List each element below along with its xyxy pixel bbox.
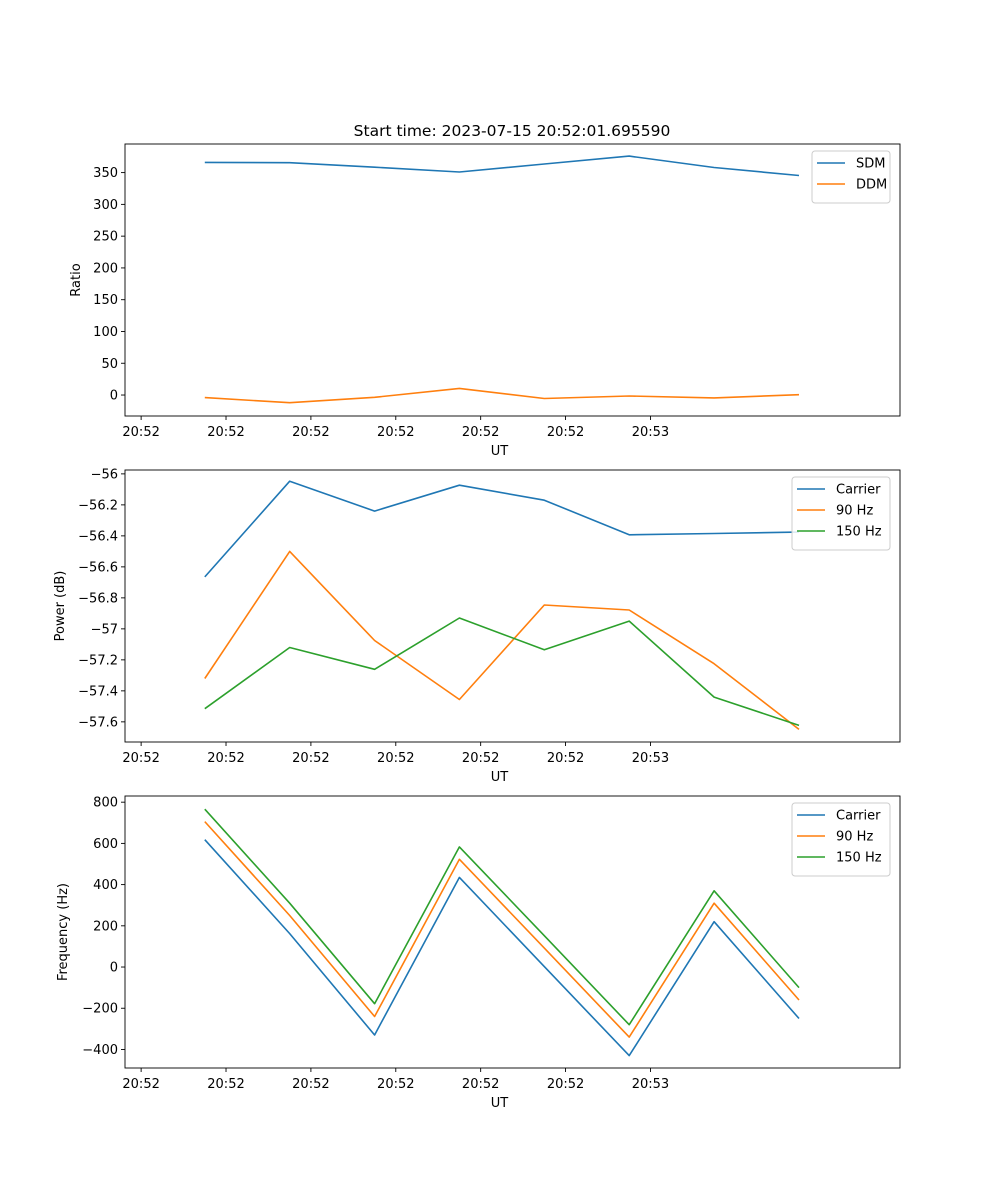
series-line-sdm	[204, 155, 800, 177]
y-tick-label: −56.6	[78, 560, 118, 575]
y-axis-label: Power (dB)	[53, 571, 68, 642]
y-tick-label: 800	[93, 796, 118, 811]
x-axis-label: UT	[491, 770, 509, 785]
figure-title: Start time: 2023-07-15 20:52:01.695590	[354, 122, 671, 140]
series-line-150-hz	[204, 617, 800, 727]
x-tick-label: 20:52	[292, 1077, 329, 1092]
series-line-90-hz	[204, 550, 800, 731]
x-tick-label: 20:52	[377, 751, 414, 766]
legend-entry: 150 Hz	[836, 525, 882, 540]
y-tick-label: 0	[110, 389, 118, 404]
legend: Carrier 90 Hz 150 Hz	[791, 476, 891, 551]
x-tick-label: 20:52	[122, 1077, 159, 1092]
series-line-ddm	[204, 387, 800, 404]
y-tick-label: 600	[93, 837, 118, 852]
y-tick-label: 200	[93, 261, 118, 276]
y-tick-label: 250	[93, 230, 118, 245]
y-tick-label: −57.2	[78, 653, 118, 668]
series-line-150-hz	[204, 808, 800, 1026]
chart-panel-1: 20:52 20:52 20:52 20:52 20:52 20:52 20:53 0 50 10…	[69, 143, 901, 459]
legend: Carrier 90 Hz 150 Hz	[791, 802, 891, 877]
legend-entry: DDM	[856, 178, 887, 193]
legend-box	[811, 150, 891, 204]
y-tick-label: −57	[91, 622, 118, 637]
x-tick-label: 20:52	[462, 1077, 499, 1092]
x-tick-label: 20:52	[292, 425, 329, 440]
x-tick-label: 20:52	[462, 425, 499, 440]
x-tick-label: 20:52	[207, 751, 244, 766]
x-tick-label: 20:53	[632, 751, 669, 766]
series-line-carrier	[204, 480, 800, 578]
y-tick-label: 0	[110, 961, 118, 976]
legend-entry: Carrier	[836, 483, 881, 498]
y-tick-label: 150	[93, 293, 118, 308]
x-tick-label: 20:52	[207, 1077, 244, 1092]
x-tick-label: 20:53	[632, 1077, 669, 1092]
y-tick-label: −56.2	[78, 498, 118, 513]
x-tick-label: 20:52	[547, 1077, 584, 1092]
x-tick-label: 20:52	[547, 751, 584, 766]
chart-panel-2: 20:52 20:52 20:52 20:52 20:52 20:52 20:53 −57.6…	[53, 467, 901, 785]
x-tick-label: 20:52	[292, 751, 329, 766]
y-tick-label: 350	[93, 166, 118, 181]
series-line-90-hz	[204, 821, 800, 1038]
x-tick-label: 20:52	[462, 751, 499, 766]
y-tick-label: −56.4	[78, 529, 118, 544]
x-tick-label: 20:52	[377, 425, 414, 440]
y-tick-label: 400	[93, 878, 118, 893]
x-tick-label: 20:52	[377, 1077, 414, 1092]
x-axis-label: UT	[491, 1096, 509, 1111]
plot-area	[124, 795, 901, 1069]
y-axis-label: Frequency (Hz)	[56, 883, 71, 981]
y-tick-label: 100	[93, 325, 118, 340]
y-axis-label: Ratio	[69, 263, 84, 296]
y-tick-label: −57.6	[78, 715, 118, 730]
legend: SDM DDM	[811, 150, 891, 204]
x-tick-label: 20:52	[122, 751, 159, 766]
x-tick-label: 20:52	[207, 425, 244, 440]
y-tick-label: −56.8	[78, 591, 118, 606]
legend-entry: 90 Hz	[836, 504, 873, 519]
legend-entry: 90 Hz	[836, 830, 873, 845]
y-tick-label: −57.4	[78, 684, 118, 699]
x-axis-label: UT	[491, 444, 509, 459]
x-tick-label: 20:52	[122, 425, 159, 440]
legend-entry: SDM	[856, 157, 885, 172]
y-tick-label: −400	[82, 1043, 118, 1058]
x-tick-label: 20:53	[632, 425, 669, 440]
plot-area	[124, 469, 901, 743]
legend-entry: Carrier	[836, 809, 881, 824]
y-tick-label: 200	[93, 919, 118, 934]
y-tick-label: 300	[93, 198, 118, 213]
y-tick-label: 50	[101, 357, 118, 372]
chart-panel-3: 20:52 20:52 20:52 20:52 20:52 20:52 20:53 −400 −…	[56, 795, 901, 1111]
y-tick-label: −56	[91, 467, 118, 482]
x-tick-label: 20:52	[547, 425, 584, 440]
y-tick-label: −200	[82, 1002, 118, 1017]
legend-entry: 150 Hz	[836, 851, 882, 866]
panels: 20:52 20:52 20:52 20:52 20:52 20:52 20:53 0 50 10…	[53, 143, 901, 1111]
series-line-carrier	[204, 839, 800, 1057]
plot-area	[124, 143, 901, 417]
